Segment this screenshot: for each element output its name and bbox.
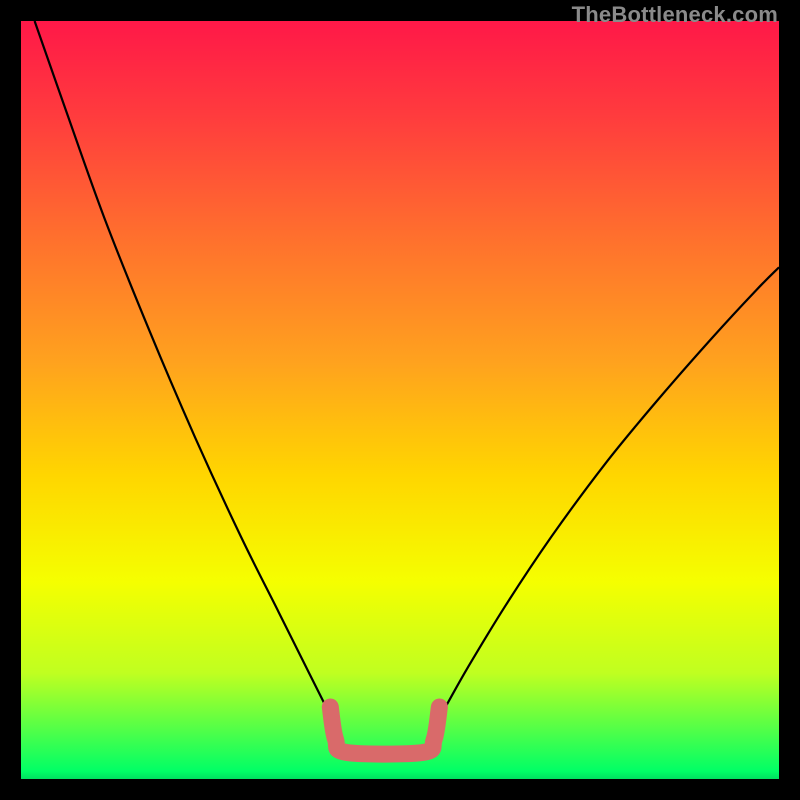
chart-frame: TheBottleneck.com: [0, 0, 800, 800]
chart-svg: [21, 21, 779, 779]
gradient-background: [21, 21, 779, 779]
plot-area: [21, 21, 779, 779]
watermark-text: TheBottleneck.com: [572, 2, 778, 28]
